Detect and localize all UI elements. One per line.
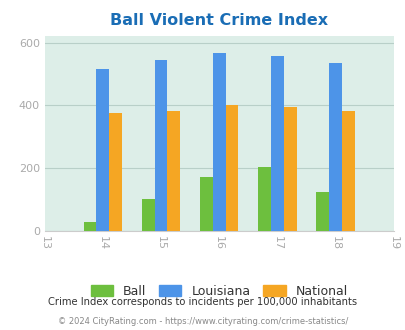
Bar (328, 63, 341, 231)
Bar (258, 167, 271, 231)
Bar (315, 192, 328, 231)
Bar (200, 177, 212, 231)
Text: Crime Index corresponds to incidents per 100,000 inhabitants: Crime Index corresponds to incidents per… (48, 297, 357, 307)
Title: Ball Violent Crime Index: Ball Violent Crime Index (110, 13, 328, 28)
Bar (109, 113, 122, 231)
Bar (341, 111, 354, 231)
Bar (167, 111, 180, 231)
Bar (141, 199, 154, 231)
Bar (96, 69, 109, 231)
Bar (283, 107, 296, 231)
Bar (154, 60, 167, 231)
Text: © 2024 CityRating.com - https://www.cityrating.com/crime-statistics/: © 2024 CityRating.com - https://www.city… (58, 317, 347, 326)
Bar (225, 105, 238, 231)
Bar (212, 52, 225, 231)
Bar (271, 56, 283, 231)
Legend: Ball, Louisiana, National: Ball, Louisiana, National (85, 280, 352, 303)
Bar (83, 221, 96, 231)
